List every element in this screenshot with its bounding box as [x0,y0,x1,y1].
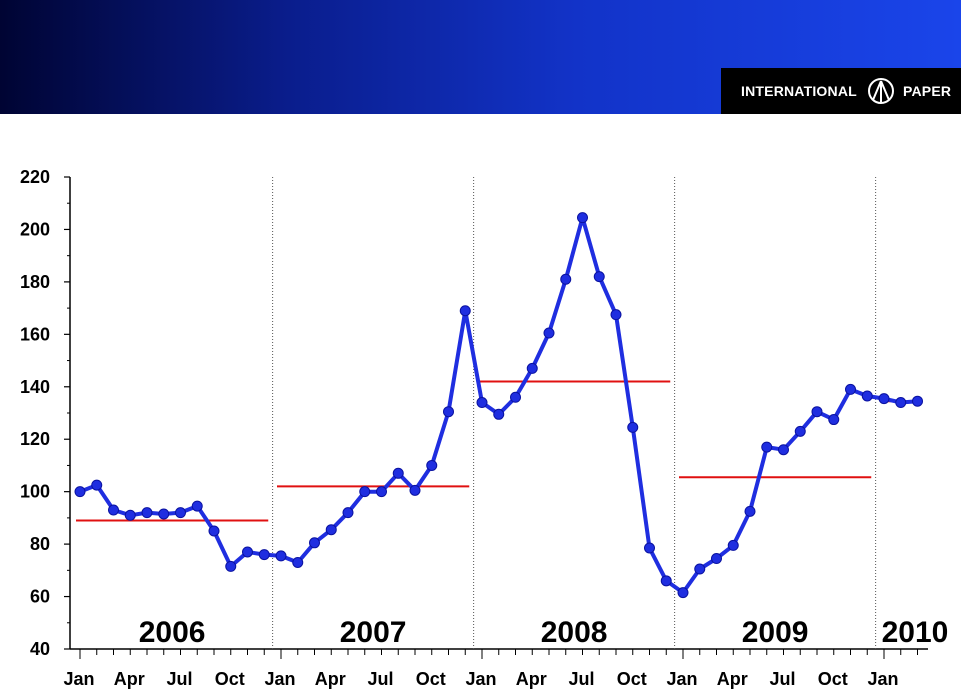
year-label: 2010 [882,616,949,649]
data-point [811,406,823,418]
logo-mark-icon [868,78,894,104]
data-point [878,393,890,405]
data-point [845,383,856,395]
data-point [476,397,488,409]
data-point [426,459,438,471]
company-logo: INTERNATIONAL PAPER [721,68,961,114]
data-point [208,525,220,537]
data-point [694,563,706,575]
data-point [175,507,186,519]
x-tick-label: Apr [114,669,145,689]
data-point [225,560,237,572]
x-tick-label: Jul [568,669,594,689]
price-series [74,212,923,599]
data-point [794,425,806,437]
data-point [108,504,119,516]
data-point [459,305,471,317]
data-point [191,500,203,512]
data-point [761,441,773,453]
data-point [309,537,320,549]
y-tick-label: 200 [20,219,50,239]
data-point [560,273,572,285]
yearly-average-lines [76,380,922,522]
data-point [660,575,672,587]
data-point [141,507,153,519]
data-point [627,421,639,433]
data-point [158,508,170,520]
year-label: 2006 [139,616,206,649]
y-tick-label: 100 [20,482,50,502]
y-tick-label: 160 [20,324,50,344]
data-point [677,587,689,599]
x-tick-label: Apr [717,669,748,689]
data-point [292,556,304,568]
data-point [744,505,756,517]
data-point [91,479,103,491]
x-tick-label: Jan [867,669,898,689]
data-point [325,524,337,536]
x-tick-label: Oct [215,669,245,689]
y-tick-label: 180 [20,272,50,292]
y-tick-label: 80 [30,534,50,554]
logo-text-left: INTERNATIONAL [741,83,857,99]
data-point [644,542,655,554]
data-point [275,550,287,562]
y-tick-label: 60 [30,587,50,607]
x-tick-label: Jul [367,669,393,689]
chart-axes [64,176,928,659]
data-point [912,395,923,407]
data-point [895,397,907,409]
data-point [392,467,404,479]
data-point [778,444,789,456]
y-tick-label: 120 [20,429,50,449]
x-tick-label: Jan [666,669,697,689]
x-tick-label: Jul [769,669,795,689]
data-point [543,327,555,339]
year-label: 2009 [742,616,809,649]
data-point [861,390,873,402]
year-dividers [272,177,877,649]
x-tick-label: Jul [166,669,192,689]
logo-text-right: PAPER [903,83,952,99]
x-tick-label: Apr [315,669,346,689]
x-tick-label: Jan [63,669,94,689]
data-point [727,539,739,551]
data-point [443,406,454,418]
year-label: 2007 [340,616,407,649]
series-line [79,215,918,595]
data-point [359,486,371,498]
data-point [577,212,588,224]
data-point [409,484,421,496]
data-point [376,486,387,498]
x-tick-label: Oct [416,669,446,689]
x-tick-label: Jan [465,669,496,689]
data-point [74,486,86,498]
data-point [593,271,605,283]
data-point [124,509,136,521]
x-tick-label: Apr [516,669,547,689]
data-point [526,362,538,374]
data-point [510,391,521,403]
data-point [342,507,354,519]
data-point [610,309,622,321]
x-tick-label: Oct [818,669,848,689]
x-tick-label: Oct [617,669,647,689]
y-tick-label: 140 [20,377,50,397]
year-label: 2008 [541,616,608,649]
data-point [493,408,505,420]
y-tick-label: 220 [20,167,50,187]
data-point [828,414,840,426]
data-point [242,546,253,558]
y-tick-label: 40 [30,639,50,659]
price-index-chart: 40 60 80 100 120 140 160 180 200 220 Jan Apr Jul Oct J… [20,167,948,689]
data-point [711,553,722,565]
x-tick-label: Jan [264,669,295,689]
data-point [258,549,270,561]
axis-labels: 40 60 80 100 120 140 160 180 200 220 Jan Apr Jul Oct J… [20,167,948,689]
